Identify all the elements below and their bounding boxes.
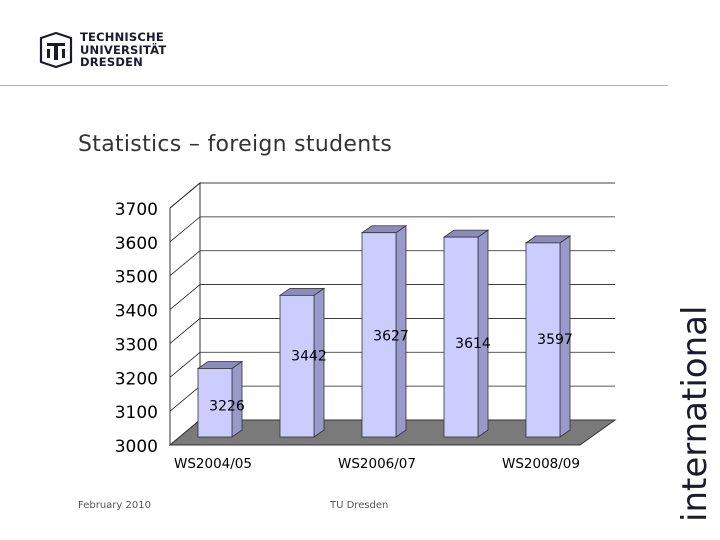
- y-tick-label: 3600: [115, 234, 158, 254]
- bar-front: [361, 232, 397, 438]
- bar-front: [443, 236, 479, 438]
- bar-front: [279, 294, 315, 438]
- bar-side: [477, 229, 489, 438]
- y-tick-label: 3700: [115, 200, 158, 220]
- bar: [442, 229, 490, 438]
- x-tick-label: WS2004/05: [174, 456, 252, 472]
- slide-title: Statistics – foreign students: [78, 132, 393, 157]
- logo-line-3: DRESDEN: [80, 55, 143, 69]
- y-tick-label: 3200: [115, 369, 158, 389]
- data-label: 3627: [373, 329, 409, 345]
- bar: [524, 235, 572, 438]
- gridline: [169, 182, 615, 209]
- data-label: 3226: [209, 398, 245, 414]
- logo-line-2: UNIVERSITÄT: [80, 42, 167, 57]
- chart-side-wall: [169, 181, 201, 447]
- y-tick-label: 3300: [115, 335, 158, 355]
- footer-date: February 2010: [78, 500, 151, 511]
- bar: [360, 224, 408, 438]
- y-tick-label: 3000: [115, 437, 158, 457]
- bar-chart: 3000 3100 3200 3300 3400 3500 3600 3700 3226 3442…: [115, 181, 617, 472]
- logo-wordmark: TECHNISCHE UNIVERSITÄT DRESDEN: [80, 31, 166, 69]
- side-label: international: [675, 305, 715, 522]
- bar: [196, 360, 244, 438]
- y-tick-label: 3400: [115, 302, 158, 322]
- x-tick-label: WS2006/07: [338, 456, 416, 472]
- gridline: [169, 216, 615, 243]
- tu-dresden-emblem-icon: [39, 31, 73, 69]
- data-label: 3614: [455, 336, 491, 352]
- footer-organization: TU Dresden: [330, 500, 389, 511]
- header-divider: [0, 85, 668, 86]
- data-label: 3597: [537, 332, 573, 348]
- data-label: 3442: [291, 348, 327, 364]
- tu-dresden-logo: TECHNISCHE UNIVERSITÄT DRESDEN: [38, 31, 178, 71]
- y-tick-label: 3500: [115, 268, 158, 288]
- bar: [278, 287, 326, 438]
- bar-front: [197, 368, 233, 438]
- logo-line-1: TECHNISCHE: [80, 30, 164, 44]
- x-tick-label: WS2008/09: [502, 456, 580, 472]
- bar-front: [525, 242, 561, 438]
- y-tick-label: 3100: [115, 403, 158, 423]
